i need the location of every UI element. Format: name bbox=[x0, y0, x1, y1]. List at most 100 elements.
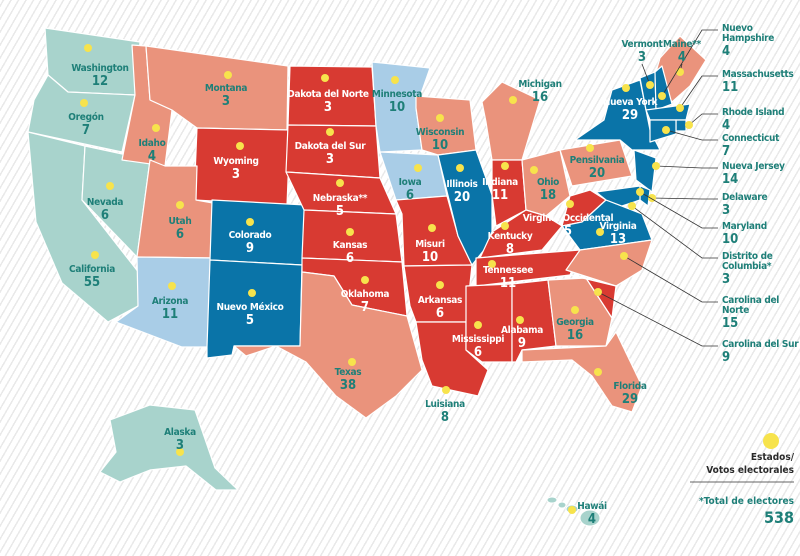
state-name: Mississippi bbox=[451, 334, 505, 345]
callout-line bbox=[688, 113, 718, 126]
state-dot bbox=[176, 201, 184, 209]
state-dot bbox=[530, 166, 538, 174]
state-dot bbox=[428, 224, 436, 232]
state-votes: 15 bbox=[722, 316, 739, 331]
state-dot bbox=[501, 222, 509, 230]
state-votes: 11 bbox=[499, 276, 517, 291]
state-dot bbox=[326, 128, 334, 136]
state-dot bbox=[622, 84, 630, 92]
state-votes: 4 bbox=[587, 512, 597, 527]
state-name: Delaware bbox=[722, 192, 768, 203]
state-votes: 9 bbox=[517, 336, 527, 351]
state-label: Nuevo México 5 bbox=[216, 302, 284, 328]
state-label: Dakota del Sur 3 bbox=[295, 142, 366, 167]
state-label: Arkansas 6 bbox=[417, 295, 463, 321]
state-dot bbox=[646, 81, 654, 89]
state-name: Carolina del Norte bbox=[722, 295, 780, 316]
state-name: Indiana bbox=[482, 177, 518, 188]
state-label: Misuri 10 bbox=[415, 239, 445, 265]
state-label: Distrito de Columbia* 3 bbox=[722, 252, 800, 287]
legend-line1: Estados/ bbox=[750, 452, 794, 463]
state-votes: 5 bbox=[335, 204, 345, 219]
state-name: Texas bbox=[334, 367, 362, 378]
state-dot bbox=[620, 252, 628, 260]
state-name: Maryland bbox=[722, 221, 767, 232]
state-name: Georgia bbox=[556, 317, 594, 328]
callout-line bbox=[679, 75, 718, 109]
state-votes: 3 bbox=[175, 438, 185, 453]
state-label: Michigan 16 bbox=[518, 79, 562, 105]
state-votes: 10 bbox=[421, 250, 439, 265]
state-label: Maryland 10 bbox=[722, 221, 800, 247]
state-name: Ohio bbox=[536, 177, 560, 188]
state-dot bbox=[474, 321, 482, 329]
state-dot bbox=[676, 104, 684, 112]
state-name: Wyoming bbox=[213, 156, 259, 167]
state-region bbox=[546, 496, 558, 504]
state-votes: 3 bbox=[722, 203, 731, 218]
state-name: Alaska bbox=[164, 427, 196, 438]
state-label: Mississippi 6 bbox=[451, 334, 505, 360]
state-dot bbox=[685, 121, 693, 129]
state-name: Alabama bbox=[501, 325, 543, 336]
state-dot bbox=[248, 289, 256, 297]
state-dot bbox=[516, 316, 524, 324]
callout-line bbox=[661, 29, 718, 97]
state-name: Wisconsin bbox=[415, 127, 465, 138]
state-votes: 5 bbox=[245, 313, 255, 328]
state-label: Kansas 6 bbox=[333, 241, 368, 266]
state-votes: 29 bbox=[621, 392, 639, 407]
state-dot bbox=[391, 76, 399, 84]
state-votes: 11 bbox=[722, 80, 739, 95]
state-dot bbox=[224, 71, 232, 79]
state-votes: 6 bbox=[473, 345, 483, 360]
state-votes: 4 bbox=[722, 118, 731, 133]
state-dot bbox=[246, 218, 254, 226]
state-label: Georgia 16 bbox=[556, 317, 594, 343]
state-dot bbox=[361, 276, 369, 284]
state-name: Washington bbox=[71, 63, 129, 74]
state-dot bbox=[176, 448, 184, 456]
state-name: Minnesota bbox=[371, 89, 423, 100]
state-dot bbox=[571, 306, 579, 314]
callout-line bbox=[623, 255, 718, 303]
state-label: Kentucky 8 bbox=[488, 232, 533, 257]
state-label: Nevada 6 bbox=[87, 198, 124, 223]
state-region bbox=[491, 159, 527, 227]
state-dot bbox=[456, 164, 464, 172]
state-votes: 4 bbox=[147, 149, 157, 164]
state-name: Montana bbox=[204, 83, 248, 94]
state-name: Iowa bbox=[398, 177, 422, 188]
state-dot bbox=[676, 68, 684, 76]
state-dot bbox=[414, 164, 422, 172]
state-dot bbox=[628, 202, 636, 210]
state-votes: 9 bbox=[245, 241, 255, 256]
state-region bbox=[559, 139, 633, 187]
state-dot bbox=[348, 358, 356, 366]
state-votes: 10 bbox=[388, 100, 406, 115]
state-dot bbox=[662, 126, 670, 134]
state-label: Idaho 4 bbox=[139, 139, 166, 164]
state-dot bbox=[442, 386, 450, 394]
state-name: Nuevo Hampshire bbox=[722, 23, 775, 44]
state-dot bbox=[336, 179, 344, 187]
state-label: Wisconsin 10 bbox=[415, 127, 465, 153]
state-votes: 14 bbox=[722, 172, 739, 187]
state-name: Nueva York bbox=[602, 97, 658, 108]
state-dot bbox=[586, 144, 594, 152]
state-votes: 3 bbox=[637, 50, 647, 65]
callout-line bbox=[655, 165, 718, 169]
state-name: Michigan bbox=[518, 79, 562, 90]
state-name: Nuevo México bbox=[216, 302, 284, 313]
state-dot bbox=[346, 228, 354, 236]
state-name: Illinois bbox=[446, 179, 478, 190]
state-region bbox=[654, 65, 673, 111]
state-name: Misuri bbox=[415, 239, 445, 250]
legend-line2: Votos electorales bbox=[706, 465, 794, 476]
state-label: Minnesota 10 bbox=[371, 89, 423, 115]
state-votes: 3 bbox=[325, 152, 335, 167]
state-name: Arkansas bbox=[417, 295, 463, 306]
state-name: Utah bbox=[168, 216, 192, 227]
state-label: Nuevo Hampshire 4 bbox=[722, 23, 800, 59]
